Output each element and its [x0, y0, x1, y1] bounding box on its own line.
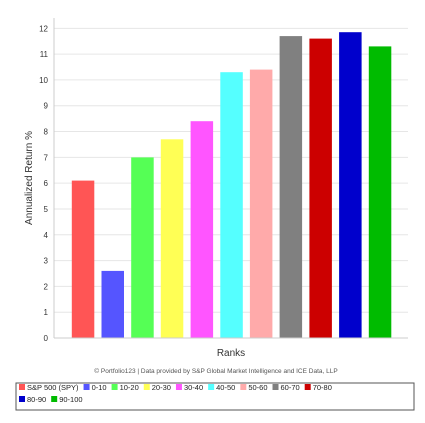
legend-swatch [208, 384, 215, 390]
bars [71, 32, 392, 339]
y-tick-label: 1 [44, 308, 49, 317]
legend-label: 80-90 [27, 395, 46, 404]
legend-label: 30-40 [184, 383, 203, 392]
legend-swatch [143, 384, 150, 390]
legend-swatch [19, 384, 25, 390]
bar-30-40 [190, 121, 214, 338]
y-tick-label: 11 [40, 50, 49, 59]
legend-box [15, 382, 415, 411]
legend-label: 50-60 [248, 383, 267, 392]
legend-swatch [111, 384, 118, 390]
x-axis-title: Ranks [217, 348, 245, 359]
y-tick-label: 10 [39, 76, 48, 85]
y-tick-label: 4 [44, 231, 49, 240]
bar-20-30 [160, 139, 184, 338]
legend-swatch [19, 396, 25, 402]
legend-swatch [83, 384, 90, 390]
legend-swatch [51, 396, 58, 402]
bar-50-60 [249, 69, 273, 338]
y-tick-label: 3 [44, 257, 49, 266]
legend-label: 0-10 [92, 383, 107, 392]
legend-swatch [240, 384, 247, 390]
y-tick-label: 5 [44, 205, 49, 214]
legend-swatch [272, 384, 279, 390]
y-axis-title: Annualized Return % [24, 131, 35, 225]
bar-90-100 [368, 46, 392, 339]
y-tick-label: 6 [44, 179, 49, 188]
legend-label: 40-50 [216, 383, 235, 392]
y-tick-label: 0 [44, 334, 49, 343]
bar-10-20 [131, 157, 154, 338]
y-tick-label: 2 [44, 282, 49, 291]
legend-label: S&P 500 (SPY) [27, 383, 79, 392]
bar-80-90 [339, 32, 362, 338]
legend-label: 10-20 [120, 383, 139, 392]
bar-s-p-500-spy [71, 180, 95, 338]
bar-0-10 [101, 270, 124, 338]
legend-swatch [304, 384, 311, 390]
bar-70-80 [309, 38, 332, 338]
bar-60-70 [279, 36, 303, 338]
legend-label: 60-70 [281, 383, 300, 392]
legend: S&P 500 (SPY) 0-10 10-20 20-30 30-40 40-50 50-… [19, 383, 332, 404]
legend-label: 20-30 [152, 383, 171, 392]
y-tick-label: 12 [39, 24, 48, 33]
y-tick-label: 7 [44, 153, 49, 162]
y-tick-label: 8 [44, 128, 49, 137]
data-credit: © Portfolio123 | Data provided by S&P Gl… [94, 367, 337, 375]
bar-40-50 [220, 72, 243, 338]
y-tick-label: 9 [44, 102, 49, 111]
legend-label: 90-100 [59, 395, 82, 404]
legend-swatch [175, 384, 182, 390]
legend-label: 70-80 [313, 383, 332, 392]
